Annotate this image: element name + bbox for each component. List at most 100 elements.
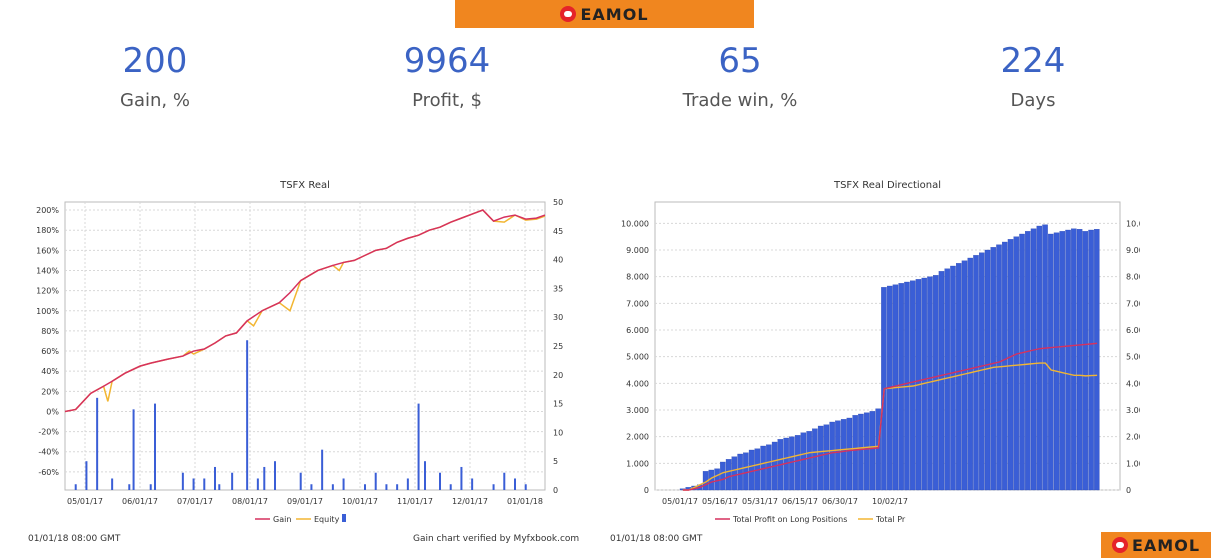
profit-bar [743, 452, 749, 491]
y-right-tick-label: 2.000 [1126, 433, 1140, 442]
profit-bar [720, 461, 726, 491]
stat-value: 224 [1000, 41, 1066, 81]
equity-bar [310, 484, 313, 490]
profit-bar [840, 419, 847, 491]
stat-gain: 200 Gain, % [35, 44, 275, 111]
profit-bar [875, 408, 881, 491]
chart-title: TSFX Real [279, 180, 330, 191]
equity-bar [181, 472, 184, 490]
profit-bar [1076, 229, 1083, 491]
brand-logo-text: EAMOL [580, 4, 649, 24]
x-tick-label: 07/01/17 [177, 497, 213, 506]
profit-bar [823, 424, 830, 491]
equity-bar [256, 478, 259, 490]
profit-bar [812, 428, 818, 491]
y-right-tick-label: 20 [553, 371, 563, 380]
profit-bar [817, 425, 824, 491]
equity-bar [439, 472, 441, 490]
profit-bar [1065, 229, 1071, 491]
profit-bar [1007, 239, 1014, 491]
stat-label: Profit, $ [412, 90, 482, 111]
equity-bar [492, 484, 495, 490]
brand-logo-text: EAMOL [1131, 535, 1201, 555]
equity-bar [524, 484, 527, 490]
y-tick-label: -40% [38, 448, 59, 457]
equity-bar [396, 484, 399, 490]
equity-bar [503, 472, 506, 490]
equity-bar [364, 484, 366, 490]
equity-bar [96, 397, 99, 490]
profit-bar [1030, 228, 1037, 491]
legend-bar-swatch [342, 514, 346, 522]
profit-bar [725, 459, 732, 491]
y-right-tick-label: 10 [553, 428, 563, 437]
stat-label: Trade win, % [682, 90, 798, 111]
profit-bar [1071, 228, 1077, 491]
y-right-tick-label: 35 [553, 284, 563, 293]
x-tick-label: 06/30/17 [822, 497, 858, 506]
y-tick-label: 9.000 [626, 246, 649, 255]
chart-title: TSFX Real Directional [833, 180, 941, 191]
x-tick-label: 10/02/17 [872, 497, 908, 506]
equity-bar [203, 478, 206, 490]
y-tick-label: -20% [38, 428, 59, 437]
profit-bar [869, 411, 876, 491]
x-tick-label: 08/01/17 [232, 497, 268, 506]
brand-logo-icon [1111, 537, 1128, 553]
y-tick-label: 5.000 [626, 353, 649, 362]
stat-label: Gain, % [120, 90, 190, 111]
equity-bar [218, 484, 221, 490]
profit-bar [846, 417, 853, 491]
brand-logo-icon [560, 6, 577, 22]
y-tick-label: 40% [41, 367, 59, 376]
brand-banner: EAMOL [455, 0, 754, 28]
stat-value: 9964 [403, 41, 491, 81]
stat-value: 65 [718, 41, 762, 81]
x-tick-label: 10/01/17 [342, 497, 378, 506]
equity-bar [471, 478, 474, 490]
profit-bar [800, 432, 807, 491]
equity-bar [74, 484, 77, 490]
y-tick-label: 200% [36, 206, 59, 215]
y-right-tick-label: 7.000 [1126, 299, 1140, 308]
y-right-tick-label: 5.000 [1126, 353, 1140, 362]
profit-bar [829, 421, 835, 491]
x-tick-label: 06/01/17 [122, 497, 158, 506]
profit-bar [1059, 231, 1066, 491]
y-right-tick-label: 3.000 [1126, 406, 1140, 415]
x-tick-label: 11/01/17 [397, 497, 433, 506]
profit-bar [973, 255, 979, 491]
profit-bar [1082, 231, 1089, 491]
stat-trade-win: 65 Trade win, % [620, 44, 860, 111]
equity-bar [231, 472, 234, 490]
verified-text[interactable]: Gain chart verified by Myfxbook.com [413, 534, 580, 544]
equity-bar [449, 484, 452, 490]
equity-bar [111, 478, 114, 490]
directional-chart: TSFX Real Directional 10.000 9.000 8.000 7.0… [621, 180, 1140, 524]
profit-bar [938, 271, 945, 491]
profit-bar [794, 435, 801, 491]
profit-bar [858, 413, 864, 491]
profit-bar [1036, 225, 1043, 491]
x-tick-label: 06/15/17 [782, 497, 818, 506]
y-tick-label: 60% [41, 347, 59, 356]
y-right-tick-label: 10.000 [1126, 219, 1140, 228]
y-right-tick-label: 30 [553, 313, 563, 322]
total-profit-short-line [682, 362, 1098, 491]
equity-bar [154, 403, 156, 490]
y-tick-label: 8.000 [626, 273, 649, 282]
y-tick-label: 2.000 [626, 433, 649, 442]
brand-logo: EAMOL [560, 5, 648, 24]
equity-bar [331, 484, 334, 490]
footer-timestamp-left: 01/01/18 08:00 GMT [28, 534, 121, 544]
total-profit-long-line [682, 342, 1098, 491]
profit-bar [1088, 229, 1094, 491]
equity-bar [132, 409, 135, 490]
y-tick-label: 7.000 [626, 299, 649, 308]
profit-bar [944, 268, 950, 491]
y-tick-label: 180% [36, 226, 59, 235]
y-tick-label: 80% [41, 327, 59, 336]
y-tick-label: 3.000 [626, 406, 649, 415]
profit-bar [984, 249, 991, 491]
equity-bar [274, 461, 276, 490]
